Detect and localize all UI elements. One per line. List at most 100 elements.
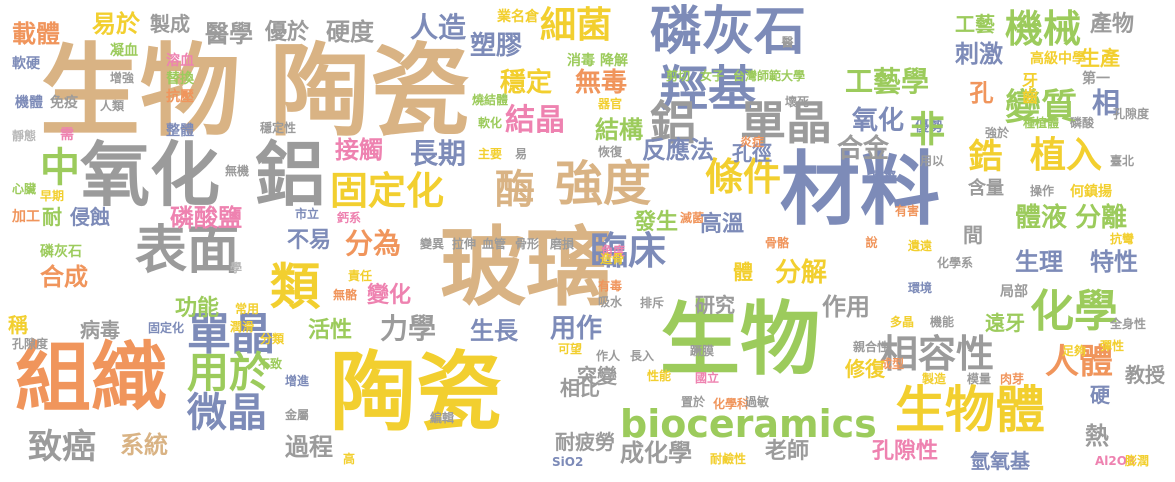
cloud-word: 稱 [8,313,28,337]
cloud-word: 發生 [634,210,679,235]
cloud-word: 孔徑 [732,141,772,165]
cloud-word: 中 [40,145,80,191]
cloud-word: 排斥 [640,296,665,310]
cloud-word: 耐鹼性 [710,452,747,466]
cloud-word: 種植體 [1023,116,1060,130]
cloud-word: 化學系 [937,256,974,270]
cloud-word: 強於 [985,126,1010,140]
cloud-word: 磨損 [550,237,575,251]
cloud-word: 作用 [822,293,870,321]
cloud-word: 編輯 [430,411,455,425]
cloud-word: 燒結體 [472,93,509,107]
cloud-word: 可望 [558,342,583,356]
cloud-word: 台灣師範大學 [733,69,806,83]
cloud-word: 結構 [595,116,643,144]
cloud-word: 孔隙度 [12,337,49,351]
cloud-word: 製造 [922,372,947,386]
cloud-word: 高級中學 [1030,51,1086,67]
cloud-word: 磷灰石 [40,244,82,260]
cloud-word: 靜態 [12,129,37,143]
cloud-word: 女子 [700,69,725,83]
cloud-word: 機能 [930,315,955,329]
cloud-word: 不致 [258,357,283,371]
cloud-word: 市立 [295,207,320,221]
cloud-word: 分為 [345,227,402,260]
cloud-word: 磷酸鹽 [170,204,242,232]
cloud-word: 刺激 [955,40,1003,68]
cloud-word: 壞死 [785,95,810,109]
cloud-word: 過程 [285,433,333,461]
cloud-word: 抗彎 [1110,232,1135,246]
cloud-word: 特性 [1090,248,1138,276]
cloud-word: 易於 [92,10,140,38]
cloud-word: 氧化 [852,106,905,136]
cloud-word: 增進 [285,374,310,388]
cloud-word: 孔 [965,80,993,104]
cloud-word: 有毒 [598,279,623,293]
cloud-word: 固定化 [330,169,445,213]
cloud-word: 材料 [780,143,940,236]
cloud-word: 修復 [845,357,885,381]
cloud-word: 致癌 [28,427,96,467]
cloud-word: 單晶 [187,309,275,360]
cloud-word: 牙齒 [1019,72,1038,104]
cloud-word: 突變 [577,364,617,388]
cloud-word: 接觸 [335,136,383,164]
cloud-word: 組織 [15,333,167,422]
cloud-word: 潤滑 [230,320,255,334]
cloud-word: 醫學 [205,20,253,48]
cloud-word: 生長 [470,317,518,345]
cloud-word: 結晶 [505,103,565,138]
cloud-word: 醫 [780,36,794,48]
cloud-word: 合金 [837,134,890,164]
cloud-word: 不易 [287,228,332,253]
cloud-word: 免疫 [50,95,78,111]
cloud-word: 非 [903,110,944,146]
cloud-word: 反應法 [642,136,714,164]
cloud-word: 耐疲勞 [555,430,615,454]
cloud-word: 無機 [225,164,250,178]
cloud-word: 氫氧基 [970,449,1030,473]
cloud-word: 軟化 [478,116,503,130]
cloud-word: 血管 [482,237,507,251]
cloud-word: 高溫 [700,212,745,237]
cloud-word: 用作 [550,314,603,344]
cloud-word: 蹶膜 [690,344,715,358]
cloud-word: 微晶 [187,390,267,436]
cloud-word: 需 [60,127,74,143]
cloud-word: 責任 [348,269,373,283]
cloud-word: 多晶 [890,315,915,329]
cloud-word: 人類 [100,99,125,113]
cloud-word: 變異 [420,237,445,251]
cloud-word: 功能 [175,296,220,321]
cloud-word: 易 [515,147,528,161]
cloud-word: 生物體 [895,381,1045,439]
cloud-word: 研究 [695,293,735,317]
cloud-word: 角度 [601,244,626,258]
cloud-word: 人體 [1045,342,1113,382]
cloud-word: 載體 [12,20,60,48]
cloud-word: 恢復 [598,145,623,159]
cloud-word: 穩定 [500,68,553,98]
cloud-word: 間 [963,223,983,247]
cloud-word: 機體 [15,95,43,111]
cloud-word: 表面 [135,221,240,281]
cloud-word: 加工 [12,209,40,225]
cloud-word: 工藝 [955,12,995,36]
cloud-word: 臺北 [1110,154,1135,168]
cloud-word: 全身性 [1110,317,1147,331]
cloud-word: 鈣系 [337,211,362,225]
cloud-word: 骨骼 [765,236,790,250]
cloud-word: 分類 [260,332,285,346]
cloud-word: 親合性 [853,340,890,354]
cloud-word: 化學 [1030,286,1118,337]
cloud-word: 軟硬 [12,56,40,72]
cloud-word: 操作 [1030,184,1055,198]
cloud-word: 孔隙度 [1113,107,1150,121]
cloud-word: 有害 [895,204,920,218]
cloud-word: 合成 [40,263,88,291]
cloud-word: 遺遠 [908,239,933,253]
cloud-word: 變質 [1005,87,1078,128]
cloud-word: 心臟 [12,182,37,196]
cloud-word: 相 [1088,88,1121,116]
